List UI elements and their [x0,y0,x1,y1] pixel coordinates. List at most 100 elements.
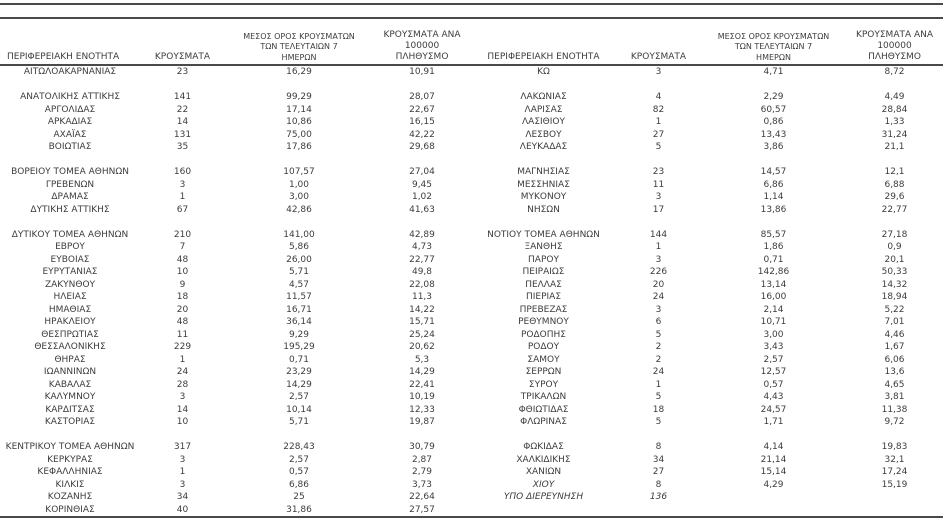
region-cell: ΓΡΕΒΕΝΩΝ [45,179,95,190]
avg7-cell: 10,71 [760,317,787,327]
avg7-cell: 13,14 [760,279,787,290]
avg7-cell: 16,00 [760,292,787,302]
cases-cell: 5 [655,329,662,340]
per100k-cell: 9,45 [411,179,433,190]
region-cell: ΠΑΡΟΥ [528,254,559,265]
avg7-cell [701,216,846,229]
region-cell: ΣΑΜΟΥ [527,354,560,365]
cases-cell [616,429,701,442]
avg7-cell: 1,86 [763,242,784,252]
per100k-cell: 1,02 [411,192,433,202]
table-row: ΙΩΑΝΝΙΝΩΝ 24 23,29 14,29 ΣΕΡΡΩΝ 24 12,57 13,6 [0,366,943,379]
avg7-cell: 17,86 [286,142,312,152]
per100k-cell: 12,33 [409,404,435,415]
region-cell [471,154,616,167]
region-cell: ΑΙΤΩΛΟΑΚΑΡΝΑΝΙΑΣ [23,67,117,77]
table-row: ΚΑΡΔΙΤΣΑΣ 14 10,14 12,33 ΦΘΙΩΤΙΔΑΣ 18 24,57 11,… [0,404,943,417]
cases-cell [616,216,701,229]
per100k-cell: 41,63 [409,204,435,215]
per100k-cell: 21,1 [884,142,905,152]
avg7-cell: 2,14 [763,304,784,315]
avg7-cell: 142,86 [757,267,790,277]
per100k-cell: 20,62 [409,342,435,352]
cases-cell: 7 [179,242,186,252]
per100k-cell [846,504,943,518]
region-cell: ΧΑΝΙΩΝ [525,467,562,477]
cases-cell: 14 [176,404,189,415]
region-cell [471,216,616,229]
avg7-cell: 23,29 [286,367,312,377]
per100k-cell: 42,89 [409,229,435,240]
region-cell: ΛΑΣΙΘΙΟΥ [522,117,565,127]
per100k-cell: 11,3 [411,292,433,302]
avg7-cell: 0,57 [763,379,784,390]
per100k-cell: 22,64 [409,492,435,502]
per100k-cell: 22,08 [409,279,435,290]
avg7-cell [701,79,846,92]
per100k-cell [846,79,943,92]
cases-cell: 48 [176,254,189,265]
region-cell: ΦΛΩΡΙΝΑΣ [520,417,567,427]
avg7-cell: 0,71 [288,354,310,365]
cases-cell: 24 [652,292,665,302]
avg7-cell: 3,00 [763,329,784,340]
table-header: ΠΕΡΙΦΕΡΕΙΑΚΗ ΕΝΟΤΗΤΑ ΚΡΟΥΣΜΑΤΑ ΜΕΣΟΣ ΟΡΟ… [0,24,943,66]
per100k-cell: 49,8 [411,267,433,277]
cases-cell: 5 [655,142,662,152]
table-row: ΘΕΣΣΑΛΟΝΙΚΗΣ 229 195,29 20,62 ΡΟΔΟΥ 2 3,43 1,67 [0,341,943,354]
region-cell: ΜΥΚΟΝΟΥ [520,192,567,202]
region-cell: ΦΘΙΩΤΙΔΑΣ [518,404,569,415]
region-cell: ΗΜΑΘΙΑΣ [48,304,92,315]
region-cell: ΝΗΣΩΝ [527,204,560,215]
avg7-cell [701,154,846,167]
table-row: ΖΑΚΥΝΘΟΥ 9 4,57 22,08 ΠΕΛΛΑΣ 20 13,14 14,32 [0,279,943,292]
avg7-cell: 24,57 [760,404,787,415]
avg7-cell: 5,71 [288,417,310,427]
per100k-cell: 15,71 [409,317,435,327]
per100k-cell: 8,72 [884,67,905,77]
avg7-cell: 0,57 [288,467,310,477]
per100k-cell [846,216,943,229]
header-avg7-right: ΜΕΣΟΣ ΟΡΟΣ ΚΡΟΥΣΜΑΤΩΝ ΤΩΝ ΤΕΛΕΥΤΑΙΩΝ 7 Η… [701,24,846,66]
region-cell: ΔΡΑΜΑΣ [51,192,89,202]
region-cell: ΠΕΛΛΑΣ [525,279,562,290]
table-row: ΕΥΒΟΙΑΣ 48 26,00 22,77 ΠΑΡΟΥ 3 0,71 20,1 [0,254,943,267]
cases-cell: 3 [655,254,662,265]
cases-cell: 22 [176,104,189,115]
per100k-cell: 31,24 [881,129,908,140]
avg7-cell: 5,86 [288,242,310,252]
cases-cell: 48 [176,317,189,327]
cases-cell: 136 [649,492,668,502]
per100k-cell [373,216,471,229]
table-row: ΒΟΡΕΙΟΥ ΤΟΜΕΑ ΑΘΗΝΩΝ 160 107,57 27,04 ΜΑΓΝΗΣ… [0,166,943,179]
table-row: ΚΑΣΤΟΡΙΑΣ 10 5,71 19,87 ΦΛΩΡΙΝΑΣ 5 1,71 9,72 [0,416,943,429]
per100k-cell: 15,19 [881,479,908,490]
per100k-cell: 12,1 [884,167,905,177]
cases-cell: 160 [173,167,192,177]
avg7-cell: 17,14 [286,104,312,115]
per100k-cell: 4,46 [884,329,905,340]
header-avg7-left: ΜΕΣΟΣ ΟΡΟΣ ΚΡΟΥΣΜΑΤΩΝ ΤΩΝ ΤΕΛΕΥΤΑΙΩΝ 7 Η… [225,24,373,66]
cases-cell: 23 [176,67,189,77]
avg7-cell: 3,43 [763,342,784,352]
region-cell: ΧΑΛΚΙΔΙΚΗΣ [516,454,571,465]
cases-cell: 210 [173,229,192,240]
avg7-cell: 16,71 [286,304,312,315]
per100k-cell: 14,29 [409,367,435,377]
cases-cell: 24 [176,367,189,377]
cases-cell: 27 [652,467,665,477]
region-cell: ΚΙΛΚΙΣ [55,479,85,490]
cases-cell: 18 [652,404,665,415]
avg7-cell: 195,29 [283,342,315,352]
cases-cell: 82 [652,104,665,115]
cases-cell: 67 [176,204,189,215]
cases-cell: 3 [655,192,662,202]
cases-cell [140,79,225,92]
cases-cell: 24 [652,367,665,377]
cases-cell: 11 [176,329,189,340]
region-cell: ΜΕΣΣΗΝΙΑΣ [517,179,570,190]
per100k-cell: 2,79 [411,467,433,477]
table-row: ΚΕΝΤΡΙΚΟΥ ΤΟΜΕΑ ΑΘΗΝΩΝ 317 228,43 30,79 ΦΩΚΙ… [0,441,943,454]
region-cell [471,79,616,92]
region-cell: ΡΟΔΟΠΗΣ [521,329,566,340]
